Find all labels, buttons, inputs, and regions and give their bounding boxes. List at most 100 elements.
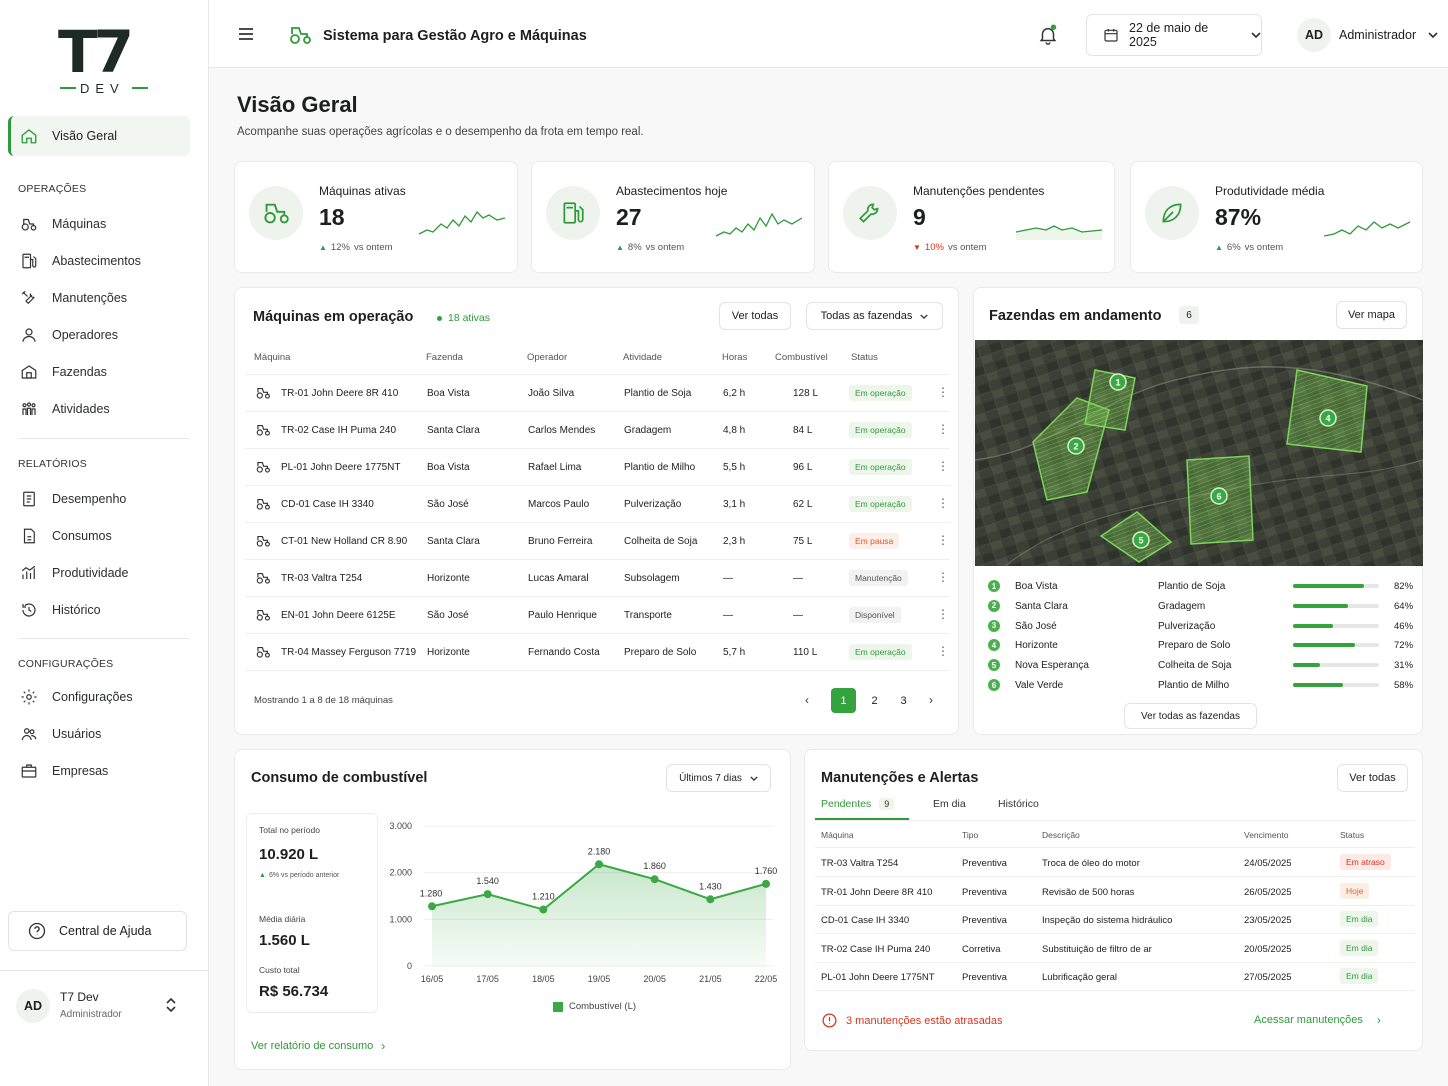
user-profile-menu[interactable]: AD T7 Dev Administrador bbox=[0, 970, 208, 1086]
kpi-card-abastecimentos[interactable]: Abastecimentos hoje 27 ▲ 8% vs ontem bbox=[531, 161, 815, 273]
data-point bbox=[706, 895, 715, 904]
cost-value: R$ 56.734 bbox=[259, 983, 329, 1000]
link-label: Acessar manutenções bbox=[1254, 1014, 1363, 1026]
tractor-icon bbox=[288, 24, 312, 46]
nav-label: Histórico bbox=[52, 603, 101, 617]
date-picker[interactable]: 22 de maio de 2025 bbox=[1086, 14, 1262, 56]
nav-atividades[interactable]: Atividades bbox=[8, 389, 190, 429]
tab-pendentes[interactable]: Pendentes 9 bbox=[821, 798, 895, 810]
t7-dev-logo[interactable]: T7 DEV bbox=[58, 18, 153, 98]
description: Inspeção do sistema hidráulico bbox=[1042, 915, 1173, 926]
view-all-maintenance-button[interactable]: Ver todas bbox=[1337, 764, 1408, 792]
chevron-up-down-icon[interactable] bbox=[164, 997, 178, 1013]
farm-satellite-map[interactable]: 1 2 4 6 5 bbox=[975, 340, 1423, 566]
page-2[interactable]: 2 bbox=[871, 694, 878, 707]
more-vertical-icon[interactable]: ⋮ bbox=[937, 644, 949, 658]
farm-list-item[interactable]: 5 Nova Esperança Colheita de Soja 31% bbox=[988, 659, 1418, 680]
table-row[interactable]: TR-02 Case IH Puma 240 Corretiva Substitui… bbox=[815, 935, 1415, 963]
table-row[interactable]: PL-01 John Deere 1775NT Boa Vista Rafael L… bbox=[245, 449, 950, 486]
farm-list-item[interactable]: 6 Vale Verde Plantio de Milho 58% bbox=[988, 679, 1418, 700]
table-row[interactable]: CD-01 Case IH 3340 Preventiva Inspeção do … bbox=[815, 906, 1415, 934]
table-row[interactable]: TR-04 Massey Ferguson 7719 Horizonte Ferna… bbox=[245, 634, 950, 671]
nav-produtividade[interactable]: Produtividade bbox=[8, 553, 190, 593]
data-label: 1.210 bbox=[532, 892, 555, 902]
total-delta: ▲ 6% vs período anterior bbox=[259, 872, 340, 879]
section-title-relatorios: RELATÓRIOS bbox=[18, 458, 87, 470]
view-all-machines-button[interactable]: Ver todas bbox=[719, 302, 791, 330]
nav-desempenho[interactable]: Desempenho bbox=[8, 479, 190, 519]
nav-consumos[interactable]: Consumos bbox=[8, 516, 190, 556]
fuel-report-link[interactable]: Ver relatório de consumo › bbox=[251, 1039, 385, 1053]
pagination-summary: Mostrando 1 a 8 de 18 máquinas bbox=[254, 695, 393, 706]
table-row[interactable]: TR-01 John Deere 8R 410 Preventiva Revisão… bbox=[815, 878, 1415, 906]
more-vertical-icon[interactable]: ⋮ bbox=[937, 570, 949, 584]
page-3[interactable]: 3 bbox=[900, 694, 907, 707]
hours: 3,1 h bbox=[723, 499, 746, 510]
farm-list-item[interactable]: 3 São José Pulverização 46% bbox=[988, 619, 1418, 641]
chevron-right-icon[interactable]: › bbox=[929, 693, 933, 707]
farm-name: Boa Vista bbox=[1015, 581, 1058, 592]
more-vertical-icon[interactable]: ⋮ bbox=[937, 459, 949, 473]
table-row[interactable]: CD-01 Case IH 3340 São José Marcos Paulo Pu… bbox=[245, 486, 950, 523]
fuel: 75 L bbox=[793, 536, 813, 547]
nav-visao-geral[interactable]: Visão Geral bbox=[8, 116, 190, 156]
more-vertical-icon[interactable]: ⋮ bbox=[937, 385, 949, 399]
farm-list-item[interactable]: 1 Boa Vista Plantio de Soja 82% bbox=[988, 580, 1418, 601]
bell-icon[interactable] bbox=[1037, 24, 1059, 46]
sparkline bbox=[716, 212, 802, 237]
nav-fazendas[interactable]: Fazendas bbox=[8, 352, 190, 392]
help-center-button[interactable]: Central de Ajuda bbox=[8, 911, 187, 951]
table-row[interactable]: TR-03 Valtra T254 Horizonte Lucas Amaral Su… bbox=[245, 560, 950, 597]
users-icon bbox=[20, 725, 38, 743]
farm-filter-select[interactable]: Todas as fazendas bbox=[806, 302, 943, 330]
arrow-up-icon: ▲ bbox=[259, 872, 266, 879]
more-vertical-icon[interactable]: ⋮ bbox=[937, 496, 949, 510]
activity: Plantio de Soja bbox=[624, 388, 692, 399]
kpi-card-manutencoes[interactable]: Manutenções pendentes 9 ▼ 10% vs ontem bbox=[828, 161, 1115, 273]
view-map-button[interactable]: Ver mapa bbox=[1336, 301, 1407, 329]
nav-usuarios[interactable]: Usuários bbox=[8, 714, 190, 754]
nav-operadores[interactable]: Operadores bbox=[8, 315, 190, 355]
page-1[interactable]: 1 bbox=[831, 688, 856, 713]
operator-name: Marcos Paulo bbox=[528, 499, 590, 510]
machine-name: PL-01 John Deere 1775NT bbox=[821, 972, 935, 983]
col-header: Tipo bbox=[962, 830, 979, 840]
nav-historico[interactable]: Histórico bbox=[8, 590, 190, 630]
status-badge: Em operação bbox=[849, 496, 912, 512]
table-row[interactable]: TR-02 Case IH Puma 240 Santa Clara Carlos … bbox=[245, 412, 950, 449]
farm-list-item[interactable]: 2 Santa Clara Gradagem 64% bbox=[988, 599, 1418, 621]
tab-em-dia[interactable]: Em dia bbox=[933, 798, 966, 810]
kpi-card-produtividade[interactable]: Produtividade média 87% ▲ 6% vs ontem bbox=[1130, 161, 1423, 273]
table-row[interactable]: TR-01 John Deere 8R 410 Boa Vista João Sil… bbox=[245, 375, 950, 412]
hours: 6,2 h bbox=[723, 388, 746, 399]
farm-name: Nova Esperança bbox=[1015, 660, 1089, 672]
description: Troca de óleo do motor bbox=[1042, 858, 1140, 869]
nav-maquinas[interactable]: Máquinas bbox=[8, 204, 190, 244]
table-row[interactable]: EN-01 John Deere 6125E São José Paulo Henr… bbox=[245, 597, 950, 634]
avatar: AD bbox=[16, 989, 50, 1023]
nav-empresas[interactable]: Empresas bbox=[8, 751, 190, 791]
data-label: 1.430 bbox=[699, 881, 722, 891]
nav-manutencoes[interactable]: Manutenções bbox=[8, 278, 190, 318]
tab-historico[interactable]: Histórico bbox=[998, 798, 1039, 810]
view-all-farms-button[interactable]: Ver todas as fazendas bbox=[1124, 703, 1257, 729]
kpi-card-maquinas[interactable]: Máquinas ativas 18 ▲ 12% vs ontem bbox=[234, 161, 518, 273]
card-title: Fazendas em andamento bbox=[989, 308, 1162, 324]
table-row[interactable]: TR-03 Valtra T254 Preventiva Troca de óleo… bbox=[815, 849, 1415, 877]
farm-list-item[interactable]: 4 Horizonte Preparo de Solo 72% bbox=[988, 639, 1418, 660]
menu-icon[interactable] bbox=[238, 27, 254, 41]
access-maintenance-link[interactable]: Acessar manutenções › bbox=[1254, 1013, 1381, 1027]
nav-abastecimentos[interactable]: Abastecimentos bbox=[8, 241, 190, 281]
chevron-left-icon[interactable]: ‹ bbox=[805, 693, 809, 707]
range-select[interactable]: Últimos 7 dias bbox=[666, 764, 771, 792]
more-vertical-icon[interactable]: ⋮ bbox=[937, 607, 949, 621]
nav-configuracoes[interactable]: Configurações bbox=[8, 677, 190, 717]
table-row[interactable]: CT-01 New Holland CR 8.90 Santa Clara Brun… bbox=[245, 523, 950, 560]
header-user-menu[interactable]: AD Administrador bbox=[1297, 18, 1438, 52]
more-vertical-icon[interactable]: ⋮ bbox=[937, 422, 949, 436]
table-row[interactable]: PL-01 John Deere 1775NT Preventiva Lubrifi… bbox=[815, 963, 1415, 991]
more-vertical-icon[interactable]: ⋮ bbox=[937, 533, 949, 547]
card-title: Máquinas em operação bbox=[253, 309, 414, 325]
x-tick-label: 19/05 bbox=[588, 974, 611, 984]
farms-card: Fazendas em andamento 6 Ver mapa 1 2 4 6… bbox=[973, 287, 1423, 735]
